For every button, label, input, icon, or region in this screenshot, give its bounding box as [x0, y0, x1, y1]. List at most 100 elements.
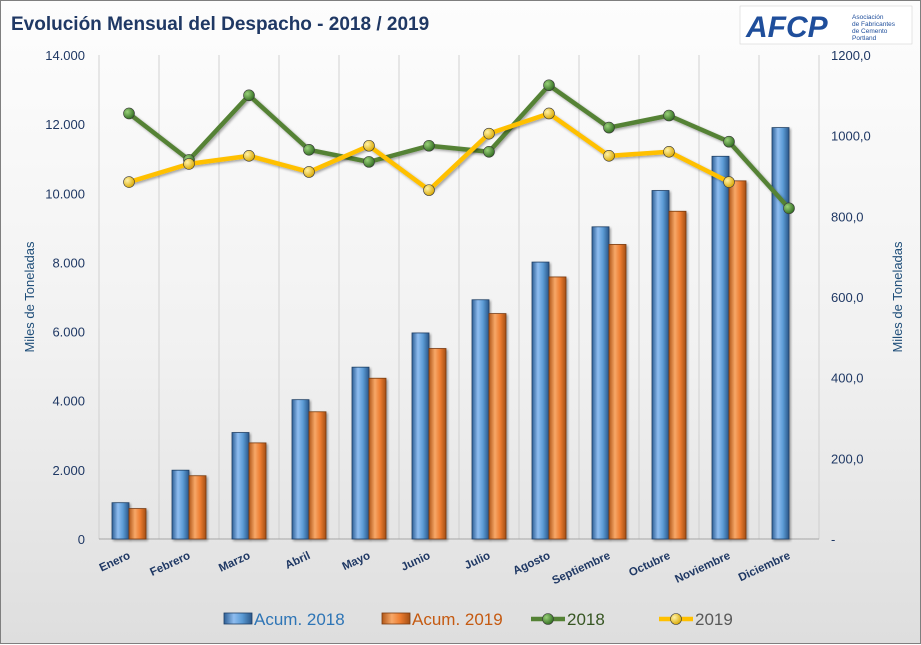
legend-item-2018: 2018: [531, 610, 605, 629]
point-2019-octubre: [663, 146, 675, 158]
bar-acum-2019-mayo: [368, 377, 387, 540]
bar-acum-2018-agosto: [531, 261, 550, 540]
point-2018-octubre: [663, 109, 675, 122]
point-2019-julio: [483, 127, 495, 140]
bar-acum-2019-abril: [308, 411, 327, 540]
left-tick-label: 12.000: [45, 117, 85, 132]
category-axis: Enero Febrero Marzo Abril Mayo Junio Julio Agos…: [98, 550, 793, 587]
left-tick-label: 14.000: [45, 48, 85, 63]
right-tick-label: 600,0: [831, 290, 864, 305]
category-label-enero: Enero: [98, 550, 133, 575]
bar-series: [111, 127, 790, 540]
category-label-mayo: Mayo: [341, 550, 373, 573]
bar-acum-2019-julio: [488, 313, 507, 540]
legend-label: Acum. 2019: [412, 610, 503, 629]
point-2018-abril: [303, 143, 315, 156]
right-axis: - 200,0 400,0 600,0 800,0 1000,0 1200,0: [831, 48, 871, 547]
category-label-noviembre: Noviembre: [673, 550, 732, 586]
point-2019-junio: [423, 184, 435, 196]
legend-item-2019: 2019: [659, 610, 733, 629]
point-2018-julio: [483, 146, 495, 158]
point-2019-enero: [123, 176, 135, 188]
right-tick-label: 1000,0: [831, 129, 871, 144]
bar-acum-2018-abril: [291, 399, 310, 540]
bar-acum-2019-junio: [428, 348, 447, 540]
legend-label: 2018: [567, 610, 605, 629]
logo-line-1: Asociación: [852, 14, 884, 21]
bar-acum-2019-enero: [128, 508, 147, 540]
left-tick-label: 0: [78, 532, 85, 547]
legend-label: 2019: [695, 610, 733, 629]
category-label-marzo: Marzo: [217, 550, 252, 575]
point-2019-marzo: [243, 150, 255, 162]
bar-acum-2018-marzo: [231, 432, 250, 540]
bar-acum-2018-mayo: [351, 366, 370, 540]
right-tick-label: 800,0: [831, 209, 864, 224]
category-label-septiembre: Septiembre: [550, 550, 612, 587]
point-2019-septiembre: [603, 150, 615, 162]
left-tick-label: 4.000: [52, 394, 85, 409]
left-tick-label: 2.000: [52, 463, 85, 478]
point-2018-marzo: [243, 89, 255, 102]
bar-acum-2018-febrero: [171, 469, 190, 540]
bar-acum-2019-noviembre: [728, 180, 747, 540]
point-2019-abril: [303, 166, 315, 178]
logo-wordmark: AFCP: [745, 11, 829, 44]
logo-line-2: de Fabricantes: [852, 21, 896, 28]
bar-acum-2019-marzo: [248, 442, 267, 540]
logo-line-4: Portland: [852, 35, 877, 42]
category-label-agosto: Agosto: [511, 550, 552, 578]
legend-item-Acum. 2018: Acum. 2018: [223, 610, 345, 629]
point-2018-diciembre: [783, 202, 795, 215]
right-tick-label: -: [831, 532, 835, 547]
grid-lines: [98, 55, 820, 540]
point-2019-mayo: [363, 139, 375, 152]
bar-acum-2018-julio: [471, 299, 490, 540]
legend-swatch: [381, 612, 411, 625]
legend-swatch: [223, 612, 253, 625]
category-label-febrero: Febrero: [148, 550, 192, 579]
bar-acum-2018-enero: [111, 502, 130, 540]
line-2018: [127, 83, 791, 210]
right-tick-label: 400,0: [831, 371, 864, 386]
legend-swatch-marker: [670, 613, 682, 625]
point-2018-mayo: [363, 156, 375, 168]
legend-label: Acum. 2018: [254, 610, 345, 629]
bar-acum-2019-septiembre: [608, 244, 627, 540]
legend: Acum. 2018 Acum. 2019 2018 2019: [223, 610, 733, 629]
category-label-octubre: Octubre: [627, 550, 672, 580]
left-tick-label: 10.000: [45, 186, 85, 201]
left-axis: 0 2.000 4.000 6.000 8.000 10.000 12.000 14.000: [45, 48, 85, 547]
right-tick-label: 1200,0: [831, 48, 871, 63]
bar-acum-2018-junio: [411, 332, 430, 540]
category-label-junio: Junio: [399, 550, 432, 574]
category-label-julio: Julio: [463, 550, 492, 572]
right-tick-label: 200,0: [831, 451, 864, 466]
left-tick-label: 8.000: [52, 255, 85, 270]
logo-line-3: de Cemento: [852, 28, 888, 35]
left-tick-label: 6.000: [52, 325, 85, 340]
point-2018-septiembre: [603, 121, 615, 134]
chart-title: Evolución Mensual del Despacho - 2018 / …: [11, 14, 429, 35]
right-axis-title: Miles de Toneladas: [890, 241, 905, 353]
bar-acum-2019-octubre: [668, 210, 687, 540]
bar-acum-2018-diciembre: [771, 127, 790, 540]
point-2018-junio: [423, 139, 435, 152]
point-2019-febrero: [183, 158, 195, 170]
bar-acum-2018-septiembre: [591, 226, 610, 540]
bar-acum-2019-agosto: [548, 276, 567, 540]
logo: AFCP Asociación de Fabricantes de Cement…: [739, 5, 913, 45]
point-2018-noviembre: [723, 135, 735, 148]
category-label-diciembre: Diciembre: [737, 550, 792, 584]
point-2018-enero: [123, 107, 135, 120]
line-series: [123, 79, 795, 215]
left-axis-title: Miles de Toneladas: [22, 241, 37, 353]
bar-acum-2018-octubre: [651, 190, 670, 540]
legend-swatch-marker: [542, 613, 554, 625]
point-2019-noviembre: [723, 176, 735, 188]
bar-acum-2019-febrero: [188, 475, 207, 540]
point-2019-agosto: [543, 107, 555, 120]
bar-acum-2018-noviembre: [711, 155, 730, 540]
